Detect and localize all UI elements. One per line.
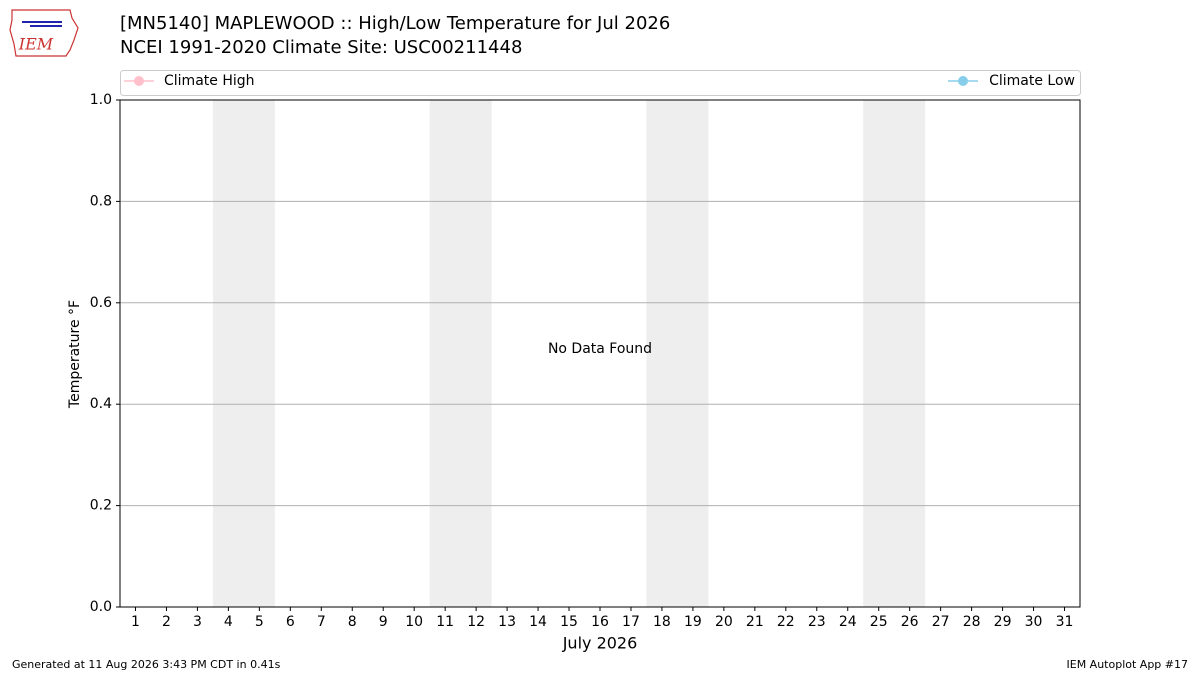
x-tick-label: 9: [379, 614, 388, 630]
weekend-band: [429, 100, 492, 607]
legend-label: Climate Low: [989, 73, 1075, 89]
x-tick-label: 6: [286, 614, 295, 630]
logo-text: IEM: [18, 35, 54, 54]
chart-title: [MN5140] MAPLEWOOD :: High/Low Temperatu…: [120, 13, 670, 34]
x-axis-label: July 2026: [562, 634, 638, 653]
weekend-band: [646, 100, 709, 607]
x-tick-label: 17: [622, 614, 640, 630]
y-tick-label: 0.2: [90, 498, 112, 514]
x-tick-label: 28: [963, 614, 981, 630]
legend-label: Climate High: [164, 73, 255, 89]
x-tick-label: 26: [901, 614, 919, 630]
legend-marker: [958, 76, 968, 86]
x-tick-label: 25: [870, 614, 888, 630]
x-tick-label: 15: [560, 614, 578, 630]
x-tick-label: 14: [529, 614, 547, 630]
y-tick-label: 0.0: [90, 599, 112, 615]
x-tick-label: 16: [591, 614, 609, 630]
x-tick-label: 21: [746, 614, 764, 630]
x-tick-label: 24: [839, 614, 857, 630]
weekend-band: [863, 100, 926, 607]
footer-left: Generated at 11 Aug 2026 3:43 PM CDT in …: [12, 658, 281, 671]
x-tick-label: 20: [715, 614, 733, 630]
x-tick-label: 29: [994, 614, 1012, 630]
x-tick-label: 5: [255, 614, 264, 630]
x-tick-label: 12: [467, 614, 485, 630]
y-tick-label: 1.0: [90, 92, 112, 108]
plot-frame: [119, 99, 1081, 608]
x-tick-label: 13: [498, 614, 516, 630]
x-tick-label: 3: [193, 614, 202, 630]
x-tick-label: 7: [317, 614, 326, 630]
x-tick-label: 18: [653, 614, 671, 630]
annotation: No Data Found: [548, 341, 652, 357]
x-tick-label: 23: [808, 614, 826, 630]
chart-subtitle: NCEI 1991-2020 Climate Site: USC00211448: [120, 37, 522, 58]
x-tick-label: 1: [131, 614, 140, 630]
x-tick-label: 30: [1025, 614, 1043, 630]
y-tick-label: 0.4: [90, 396, 112, 412]
legend-marker: [134, 76, 144, 86]
x-tick-label: 4: [224, 614, 233, 630]
x-tick-label: 11: [436, 614, 454, 630]
x-tick-label: 31: [1056, 614, 1074, 630]
y-tick-label: 0.6: [90, 295, 112, 311]
logo: IEM: [9, 9, 79, 57]
weekend-band: [212, 100, 275, 607]
footer-right: IEM Autoplot App #17: [1067, 658, 1189, 671]
x-tick-label: 27: [932, 614, 950, 630]
x-tick-label: 22: [777, 614, 795, 630]
x-tick-label: 2: [162, 614, 171, 630]
legend: [120, 70, 1081, 96]
y-tick-label: 0.8: [90, 193, 112, 209]
x-tick-label: 8: [348, 614, 357, 630]
x-tick-label: 10: [405, 614, 423, 630]
y-axis-label: Temperature °F: [67, 300, 83, 409]
x-tick-label: 19: [684, 614, 702, 630]
